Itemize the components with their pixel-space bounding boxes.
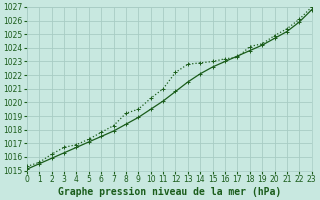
X-axis label: Graphe pression niveau de la mer (hPa): Graphe pression niveau de la mer (hPa) <box>58 186 281 197</box>
